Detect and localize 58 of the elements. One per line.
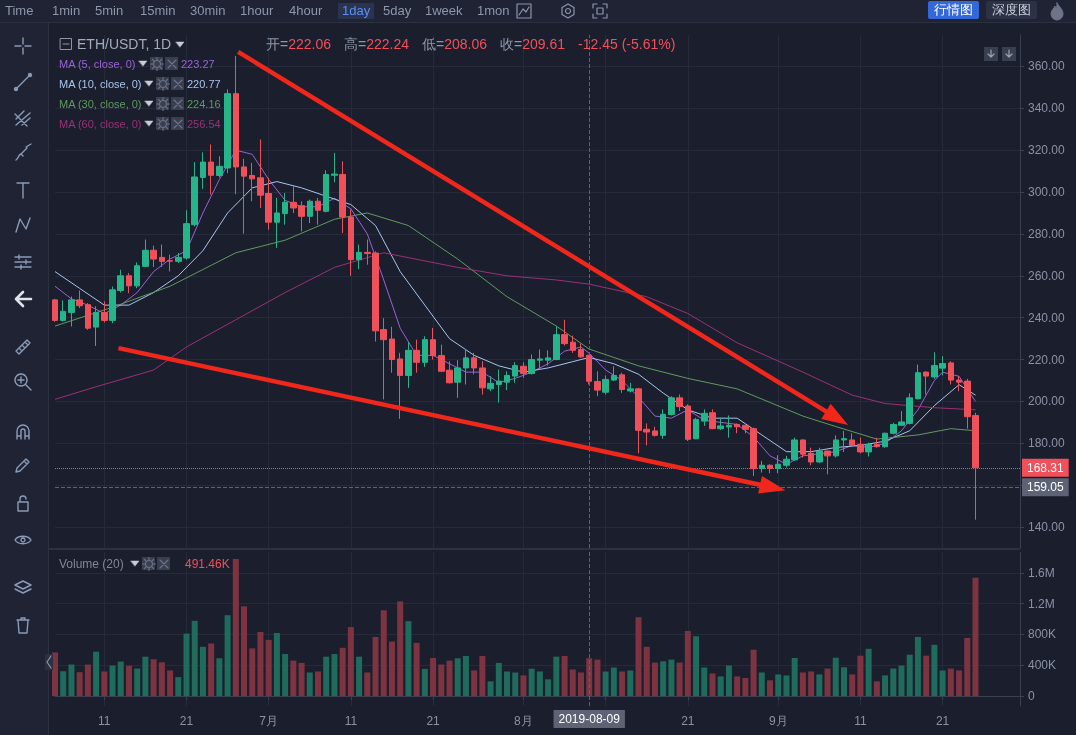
text: MA (30, close, 0) [59, 97, 142, 112]
x-tick-label: 11 [344, 714, 358, 728]
y-tick-label: 0 [1028, 689, 1035, 704]
annotation: 491.46K [185, 556, 230, 572]
annotation: 224.16 [187, 97, 221, 112]
y-tick-label: 320.00 [1028, 143, 1066, 158]
ref-line-label: 159.05 [1027, 480, 1065, 495]
y-tick-label: 340.00 [1028, 101, 1066, 116]
chart-title: Volume (20) [59, 556, 124, 572]
x-tick-label: 21 [681, 714, 695, 728]
y-tick-label: 360.00 [1028, 59, 1066, 74]
text: 深度图 [986, 1, 1037, 19]
text: 30min [190, 3, 226, 19]
annotation: 223.27 [181, 57, 215, 72]
y-tick-label: 400K [1028, 658, 1057, 673]
text: MA (10, close, 0) [59, 77, 142, 92]
text: 5day [383, 3, 412, 19]
y-tick-label: 140.00 [1028, 520, 1066, 535]
x-tick-label: 11 [854, 714, 867, 728]
x-tick-label: 8月 [514, 714, 533, 728]
annotation: 高=222.24 [344, 36, 410, 52]
x-tick-label: 21 [426, 714, 441, 728]
annotation: 低=208.06 [422, 36, 488, 52]
y-tick-label: 1.6M [1028, 565, 1055, 580]
text: 5min [95, 3, 124, 19]
text: 行情图 [928, 1, 979, 19]
text: 4hour [289, 3, 323, 19]
text: 15min [140, 3, 176, 19]
y-tick-label: 200.00 [1028, 394, 1066, 409]
annotation: -12.45 (-5.61%) [578, 36, 676, 52]
text: MA (5, close, 0) [59, 57, 136, 72]
x-tick-label: 11 [98, 714, 111, 728]
y-tick-label: 240.00 [1028, 310, 1066, 325]
y-tick-label: 1.2M [1028, 596, 1055, 611]
y-tick-label: 180.00 [1028, 436, 1066, 451]
text: Time [5, 3, 34, 19]
annotation: 开=222.06 [266, 36, 332, 52]
annotation: 220.77 [187, 77, 221, 92]
y-tick-label: 800K [1028, 627, 1057, 642]
text: 1week [425, 3, 463, 19]
y-tick-label: 280.00 [1028, 226, 1066, 241]
y-tick-label: 300.00 [1028, 185, 1066, 200]
y-tick-label: 220.00 [1028, 352, 1066, 367]
chart-title: ETH/USDT, 1D [77, 36, 172, 52]
annotation: 收=209.61 [500, 36, 566, 52]
ref-line-label: 168.31 [1027, 460, 1065, 475]
x-tick-label: 21 [179, 714, 194, 728]
y-tick-label: 260.00 [1028, 268, 1066, 283]
x-tick-label: 9月 [768, 714, 788, 728]
text: 1mon [477, 3, 510, 19]
x-tick-label: 7月 [259, 714, 279, 728]
text: 1day [338, 3, 375, 19]
text: MA (60, close, 0) [59, 117, 142, 132]
text: 1min [52, 3, 81, 19]
text: 1hour [240, 3, 274, 19]
x-tick-label: 21 [935, 714, 950, 728]
annotation: 256.54 [187, 117, 221, 132]
ref-line-label: 2019-08-09 [558, 712, 621, 726]
